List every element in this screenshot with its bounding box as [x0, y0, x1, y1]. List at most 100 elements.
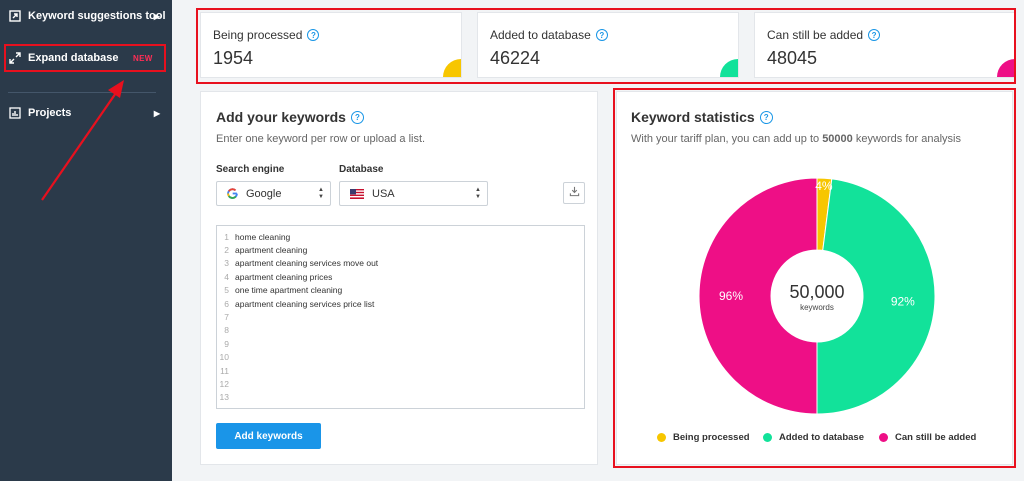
- sidebar-item-projects[interactable]: Projects ▶: [0, 103, 172, 123]
- stat-label: Added to database: [490, 28, 591, 42]
- stat-corner-indicator: [443, 59, 461, 77]
- legend-label: Added to database: [779, 432, 864, 443]
- bar-chart-icon: [8, 106, 22, 120]
- legend-dot: [763, 433, 772, 442]
- keyword-statistics-panel: Keyword statistics? With your tariff pla…: [616, 91, 1013, 465]
- annotation-highlight-box: [4, 44, 166, 72]
- keyword-line: 5 one time apartment cleaning: [217, 284, 342, 297]
- keyword-line: 1 home cleaning: [217, 230, 290, 243]
- line-number: 3: [224, 258, 229, 269]
- keyword-text: apartment cleaning: [235, 245, 308, 256]
- annotation-highlight-box: [196, 8, 1016, 84]
- stat-value: 1954: [213, 48, 254, 68]
- keyword-line: 7: [217, 310, 235, 323]
- donut-center: [771, 250, 863, 342]
- line-number: 8: [224, 325, 229, 336]
- keyword-line: 10: [217, 351, 235, 364]
- line-number: 6: [224, 298, 229, 309]
- donut-center-value: 50,000: [789, 282, 844, 302]
- legend-label: Can still be added: [895, 432, 977, 443]
- us-flag-icon: [350, 188, 364, 199]
- keyword-text: apartment cleaning services price list: [235, 298, 375, 309]
- legend-item-being-processed: Being processed: [657, 432, 750, 443]
- panel-subtitle: With your tariff plan, you can add up to…: [631, 133, 961, 145]
- help-icon[interactable]: ?: [350, 110, 364, 124]
- annotation-arrow: [41, 80, 124, 201]
- line-number: 11: [220, 365, 229, 376]
- keyword-text: apartment cleaning services move out: [235, 258, 379, 269]
- search-engine-label: Search engine: [216, 164, 285, 175]
- add-keywords-button[interactable]: Add keywords: [216, 423, 321, 449]
- sidebar-item-label: Expand database: [28, 52, 119, 64]
- stat-card-being-processed: Being processed? 1954: [200, 12, 462, 78]
- keyword-line: 12: [217, 377, 235, 390]
- line-number: 9: [224, 338, 229, 349]
- keyword-line: 2 apartment cleaning: [217, 243, 307, 256]
- subtitle-limit: 50000: [822, 133, 853, 145]
- panel-subtitle: Enter one keyword per row or upload a li…: [216, 133, 426, 145]
- keyword-line: 4 apartment cleaning prices: [217, 270, 332, 283]
- stat-value: 48045: [767, 48, 818, 68]
- keywords-textarea[interactable]: 1 home cleaning 2 apartment cleaning 3 apartm…: [216, 225, 585, 409]
- sidebar-divider: [8, 92, 156, 93]
- stat-corner-indicator: [720, 59, 738, 77]
- help-icon[interactable]: ?: [595, 29, 608, 41]
- keyword-text: apartment cleaning prices: [235, 271, 333, 282]
- legend-dot: [879, 433, 888, 442]
- sidebar-item-keyword-suggestions[interactable]: Keyword suggestions tool ▶: [0, 6, 172, 26]
- database-label: Database: [339, 164, 384, 175]
- stat-card-added-to-database: Added to database? 46224: [477, 12, 739, 78]
- sidebar-item-expand-database[interactable]: Expand database: [0, 48, 172, 68]
- legend-label: Being processed: [673, 432, 750, 443]
- sidebar-item-label: Projects: [28, 107, 72, 119]
- line-number: 12: [219, 379, 229, 390]
- donut-center-label: keywords: [800, 303, 834, 312]
- help-icon[interactable]: ?: [868, 29, 881, 41]
- keyword-line: 13: [217, 391, 235, 404]
- keyword-line: 9: [217, 337, 235, 350]
- panel-title: Keyword statistics: [631, 109, 755, 125]
- help-icon[interactable]: ?: [759, 110, 773, 124]
- keyword-line: 3 apartment cleaning services move out: [217, 257, 378, 270]
- search-engine-value: Google: [246, 187, 282, 200]
- slice-data-label: 92%: [891, 294, 915, 308]
- google-icon: [227, 188, 238, 199]
- new-badge: NEW: [133, 54, 153, 63]
- legend-dot: [657, 433, 666, 442]
- keyword-line: 8: [217, 324, 235, 337]
- line-number: 7: [224, 312, 229, 323]
- database-value: USA: [372, 187, 395, 200]
- subtitle-text: With your tariff plan, you can add up to: [631, 133, 823, 145]
- stat-label: Can still be added: [767, 28, 864, 42]
- keyword-line: 11: [217, 364, 235, 377]
- keyword-text: home cleaning: [235, 231, 291, 242]
- add-keywords-panel: Add your keywords? Enter one keyword per…: [200, 91, 598, 465]
- stat-label: Being processed: [213, 28, 303, 42]
- legend-item-added-to-database: Added to database: [763, 432, 864, 443]
- line-number: 2: [224, 245, 229, 256]
- keyword-line: 6 apartment cleaning services price list: [217, 297, 374, 310]
- slice-data-label: 96%: [719, 289, 743, 303]
- line-number: 10: [219, 352, 229, 363]
- annotation-highlight-box: [613, 88, 1016, 468]
- stat-corner-indicator: [997, 59, 1015, 77]
- line-number: 5: [224, 285, 229, 296]
- help-icon[interactable]: ?: [307, 29, 320, 41]
- sidebar-item-label: Keyword suggestions tool: [28, 10, 166, 22]
- upload-icon: [569, 184, 580, 202]
- line-number: 1: [224, 231, 229, 242]
- line-number: 4: [224, 271, 229, 282]
- stat-value: 46224: [490, 48, 541, 68]
- upload-button[interactable]: [563, 182, 585, 204]
- select-arrows-icon: ▲ ▼: [318, 187, 324, 200]
- select-arrows-icon: ▲ ▼: [475, 187, 481, 200]
- stat-card-can-still-be-added: Can still be added? 48045: [754, 12, 1016, 78]
- expand-icon: [8, 51, 22, 65]
- search-engine-select[interactable]: Google ▲ ▼: [216, 181, 331, 206]
- line-number: 13: [219, 392, 229, 403]
- chevron-right-icon: ▶: [153, 108, 160, 118]
- panel-title: Add your keywords: [216, 109, 346, 125]
- database-select[interactable]: USA ▲ ▼: [339, 181, 488, 206]
- chevron-right-icon: ▶: [153, 11, 160, 21]
